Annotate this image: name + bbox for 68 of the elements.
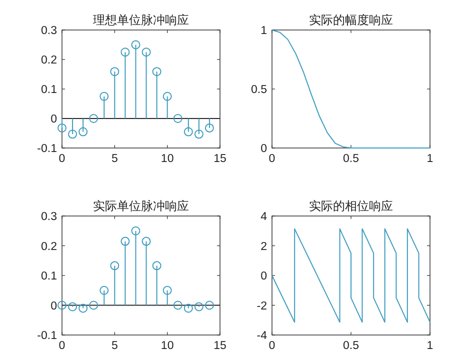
point <box>89 114 98 123</box>
point <box>68 130 78 139</box>
x-tick-label: 0 <box>58 153 66 165</box>
y-tick-label: -0.1 <box>37 330 57 342</box>
x-tick-label: 0.5 <box>343 340 359 352</box>
point <box>110 261 120 270</box>
point <box>194 130 204 139</box>
point <box>110 67 120 76</box>
y-tick-label: 0.2 <box>41 240 57 253</box>
point <box>120 236 130 246</box>
point <box>173 300 182 310</box>
chart-title: 实际的幅度响应 <box>309 13 393 27</box>
y-tick-label: 0.1 <box>41 84 57 96</box>
y-tick-label: 0.1 <box>41 270 57 282</box>
x-tick-label: 0 <box>268 340 276 352</box>
y-tick-label: 0 <box>260 270 267 282</box>
y-tick-label: -2 <box>256 300 267 312</box>
line-series <box>272 30 430 148</box>
point <box>131 40 140 50</box>
y-tick-label: -0.1 <box>37 143 57 155</box>
point <box>142 48 151 57</box>
y-tick-label: -4 <box>256 330 268 342</box>
y-tick-label: 0 <box>260 143 267 155</box>
y-tick-label: 0.5 <box>251 84 267 96</box>
y-tick-label: 0 <box>50 114 57 126</box>
x-tick-label: 0 <box>268 153 276 165</box>
point <box>162 92 172 101</box>
point <box>89 300 98 310</box>
point <box>131 226 140 236</box>
point <box>152 261 162 270</box>
point <box>78 127 88 136</box>
line-series <box>272 228 430 323</box>
point <box>204 123 214 132</box>
y-tick-label: 0.2 <box>41 54 57 66</box>
x-tick-label: 5 <box>111 340 118 352</box>
point <box>100 286 109 295</box>
y-tick-label: 1 <box>260 25 267 37</box>
point <box>120 48 130 57</box>
y-tick-label: 4 <box>260 211 268 223</box>
point <box>194 302 204 312</box>
y-tick-label: 0.3 <box>41 25 57 37</box>
point <box>152 67 162 76</box>
x-tick-label: 5 <box>111 153 118 165</box>
x-tick-label: 10 <box>160 153 174 165</box>
point <box>100 92 109 101</box>
y-tick-label: 2 <box>260 240 267 253</box>
chart-title: 实际的相位响应 <box>309 199 393 213</box>
point <box>162 286 172 295</box>
x-tick-label: 15 <box>214 153 226 165</box>
x-tick-label: 0 <box>58 340 66 352</box>
x-tick-label: 10 <box>160 340 174 352</box>
point <box>68 302 78 312</box>
point <box>184 304 193 313</box>
point <box>204 300 214 310</box>
point <box>142 236 151 246</box>
chart-title: 理想单位脉冲响应 <box>93 13 189 27</box>
point <box>58 123 66 132</box>
x-tick-label: 15 <box>214 340 226 352</box>
point <box>78 304 88 313</box>
x-tick-label: 1 <box>426 153 434 165</box>
point <box>184 127 193 136</box>
y-tick-label: 0.3 <box>41 211 57 223</box>
chart-title: 实际单位脉冲响应 <box>93 199 189 213</box>
y-tick-label: 0 <box>50 300 57 312</box>
point <box>58 300 66 310</box>
x-tick-label: 1 <box>426 340 434 352</box>
x-tick-label: 0.5 <box>343 153 359 165</box>
point <box>173 114 182 123</box>
